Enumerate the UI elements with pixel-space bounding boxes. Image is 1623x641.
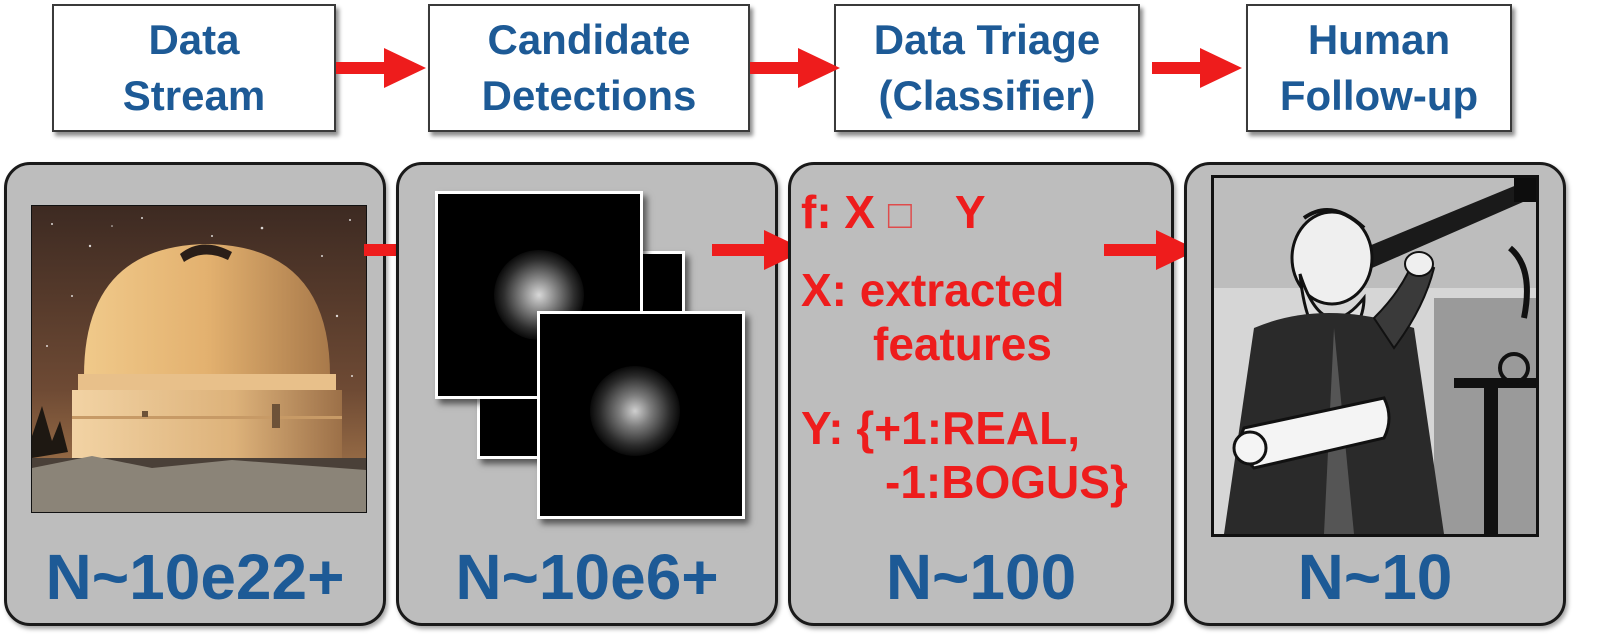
- count-data-triage: N~100: [885, 541, 1077, 613]
- features-definition-text: X: extracted features: [801, 264, 1065, 370]
- stage-title-line1: Human: [1307, 16, 1451, 63]
- stage-title-data-stream: Data Stream: [52, 4, 336, 132]
- flow-arrow-icon: [336, 48, 426, 88]
- classifier-function-text: f: X □ Y: [801, 186, 986, 238]
- count-human-follow-up: N~10: [1297, 541, 1453, 613]
- count-candidate-detections: N~10e6+: [455, 541, 719, 613]
- stage-title-line1: Candidate: [487, 16, 691, 63]
- flow-arrow-icon: [750, 48, 840, 88]
- mapping-box-icon: □: [887, 193, 913, 237]
- stage-title-candidate-detections: Candidate Detections: [428, 4, 750, 132]
- count-data-stream: N~10e22+: [45, 541, 345, 613]
- panel-data-stream: N~10e22+: [4, 162, 386, 626]
- labels-definition-text: Y: {+1:REAL, -1:BOGUS}: [801, 402, 1128, 508]
- flow-arrow-icon: [1152, 48, 1242, 88]
- flow-arrow-icon: [1104, 230, 1198, 270]
- stage-title-line1: Data Triage: [873, 16, 1101, 63]
- stage-title-data-triage: Data Triage (Classifier): [834, 4, 1140, 132]
- panel-human-follow-up: N~10: [1184, 162, 1566, 626]
- stage-title-line2: Follow-up: [1279, 72, 1479, 119]
- flow-arrow-icon: [712, 230, 806, 270]
- stage-title-line2: (Classifier): [878, 72, 1096, 119]
- observatory-dome-photo: [31, 205, 367, 513]
- source-blob-icon: [590, 366, 680, 456]
- stage-title-line1: Data: [148, 16, 240, 63]
- astronomer-with-telescope-illustration: [1211, 175, 1539, 537]
- panel-data-triage: f: X □ Y X: extracted features Y: {+1:RE…: [788, 162, 1174, 626]
- panel-candidate-detections: N~10e6+: [396, 162, 778, 626]
- detection-stamp-bottom: [537, 311, 745, 519]
- stage-title-line2: Detections: [481, 72, 697, 119]
- stage-title-human-follow-up: Human Follow-up: [1246, 4, 1512, 132]
- stage-title-line2: Stream: [122, 72, 266, 119]
